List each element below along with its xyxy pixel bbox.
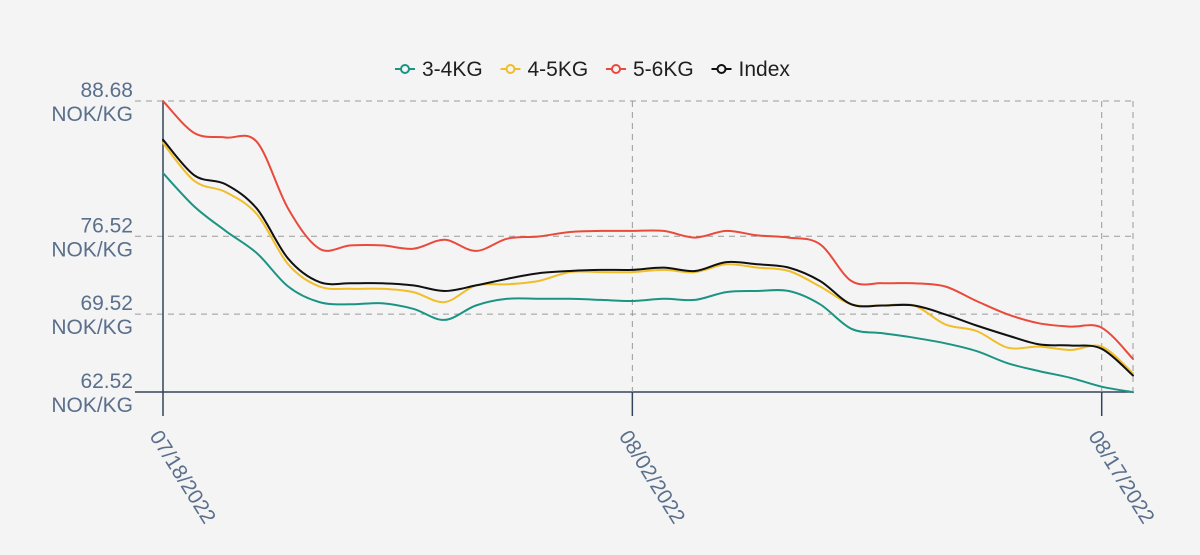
legend-marker-circle [611, 64, 621, 74]
legend-label: 5-6KG [633, 58, 694, 81]
x-tick-label: 08/02/2022 [614, 426, 689, 527]
y-tick-value: 62.52 [80, 370, 133, 393]
legend-item[interactable]: Index [711, 58, 791, 81]
x-tick-label: 07/18/2022 [145, 426, 220, 527]
legend-label: 4-5KG [528, 58, 589, 81]
y-tick-value: 76.52 [80, 214, 133, 237]
legend-label: 3-4KG [422, 58, 483, 81]
x-tick-label: 08/17/2022 [1083, 426, 1158, 527]
y-tick-value: 69.52 [80, 292, 133, 315]
legend-label: Index [739, 58, 791, 81]
series-line-4-5kg [162, 142, 1134, 375]
x-tick-labels: 07/18/2022 08/02/2022 08/17/2022 [145, 426, 1159, 527]
axes [162, 101, 1103, 416]
legend-marker-circle [400, 64, 410, 74]
y-tick-unit: NOK/KG [51, 394, 133, 417]
y-tick-unit: NOK/KG [51, 238, 133, 261]
series-line-index [162, 138, 1134, 377]
y-tick-labels: 88.68NOK/KG76.52NOK/KG69.52NOK/KG62.52NO… [51, 79, 133, 417]
y-tick-unit: NOK/KG [51, 103, 133, 126]
legend: 3-4KG 4-5KG 5-6KG Index [395, 58, 790, 81]
series-line-3-4kg [162, 172, 1134, 394]
legend-item[interactable]: 4-5KG [500, 58, 589, 81]
legend-marker-circle [716, 64, 727, 74]
grid [135, 100, 1134, 393]
y-tick-value: 88.68 [80, 79, 133, 102]
y-tick-unit: NOK/KG [51, 316, 133, 339]
legend-item[interactable]: 3-4KG [395, 58, 483, 81]
series-line-5-6kg [162, 100, 1134, 360]
legend-marker-circle [505, 64, 516, 74]
legend-item[interactable]: 5-6KG [606, 58, 694, 81]
series-lines [162, 100, 1134, 394]
